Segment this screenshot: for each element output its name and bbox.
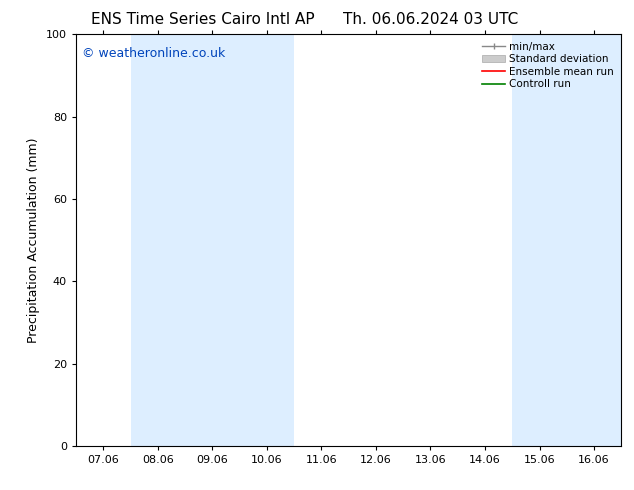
Bar bbox=[567, 34, 621, 446]
Y-axis label: Precipitation Accumulation (mm): Precipitation Accumulation (mm) bbox=[27, 137, 41, 343]
Legend: min/max, Standard deviation, Ensemble mean run, Controll run: min/max, Standard deviation, Ensemble me… bbox=[480, 40, 616, 92]
Text: Th. 06.06.2024 03 UTC: Th. 06.06.2024 03 UTC bbox=[344, 12, 519, 27]
Text: ENS Time Series Cairo Intl AP: ENS Time Series Cairo Intl AP bbox=[91, 12, 314, 27]
Bar bbox=[240, 34, 294, 446]
Text: © weatheronline.co.uk: © weatheronline.co.uk bbox=[82, 47, 225, 60]
Bar bbox=[131, 34, 185, 446]
Bar bbox=[185, 34, 240, 446]
Bar bbox=[512, 34, 567, 446]
